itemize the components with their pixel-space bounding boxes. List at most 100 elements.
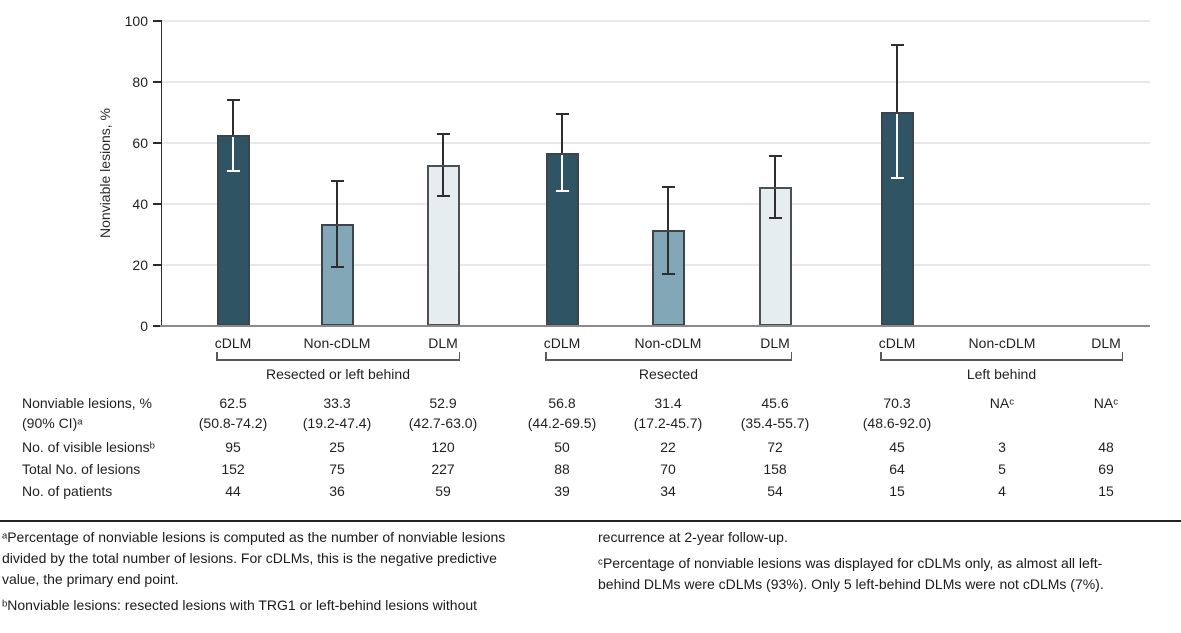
table-cell: 5 [998, 461, 1006, 477]
y-axis-line [160, 21, 162, 326]
footnote: recurrence at 2-year follow-up. [598, 529, 788, 545]
footnotes-left-column: ᵃPercentage of nonviable lesions is comp… [2, 527, 522, 621]
group-label: Left behind [966, 366, 1037, 382]
error-whisker-upper [896, 45, 898, 112]
table-cell: 34 [660, 483, 676, 499]
group-bracket-tick [216, 352, 218, 360]
x-axis-line [160, 325, 1150, 327]
footnote: ᶜPercentage of nonviable lesions was dis… [598, 555, 1104, 592]
error-cap-top [226, 98, 240, 101]
category-label: Non-cDLM [303, 335, 371, 351]
table-cell: 3 [998, 439, 1006, 455]
group-bracket [545, 359, 792, 361]
error-whisker-upper [561, 114, 563, 153]
error-cap-bottom [555, 190, 569, 193]
category-label: cDLM [878, 335, 916, 351]
error-whisker-lower [896, 113, 898, 178]
table-cell: 120 [431, 439, 455, 455]
table-cell: 56.8 (44.2-69.5) [527, 395, 597, 431]
group-bracket-tick [458, 352, 460, 360]
table-cell: NAᶜ [989, 395, 1015, 411]
error-cap-bottom [330, 266, 344, 269]
error-whisker-upper [774, 156, 776, 187]
table-cell: 95 [225, 439, 241, 455]
y-axis-tick [153, 142, 162, 144]
error-cap-top [890, 44, 904, 47]
category-label: DLM [428, 335, 458, 351]
y-axis-label: Nonviable lesions, % [97, 108, 113, 238]
error-cap-top [768, 155, 782, 158]
error-cap-bottom [436, 194, 450, 197]
table-cell: 64 [889, 461, 905, 477]
error-cap-top [330, 180, 344, 183]
table-cell: 52.9 (42.7-63.0) [408, 395, 478, 431]
table-cell: 22 [660, 439, 676, 455]
table-cell: 59 [435, 483, 451, 499]
gridline [162, 81, 1150, 83]
error-whisker-lower [232, 137, 234, 172]
error-cap-bottom [661, 272, 675, 275]
error-whisker-lower [774, 188, 776, 219]
category-label: DLM [1091, 335, 1121, 351]
table-cell: 69 [1098, 461, 1114, 477]
error-cap-top [555, 113, 569, 116]
table-cell: 15 [889, 483, 905, 499]
y-tick-label: 0 [140, 318, 148, 334]
category-label: Non-cDLM [968, 335, 1036, 351]
table-cell: 15 [1098, 483, 1114, 499]
group-bracket-tick [545, 352, 547, 360]
table-cell: 70.3 (48.6-92.0) [862, 395, 932, 431]
table-cell: 4 [998, 483, 1006, 499]
table-row-label: Total No. of lesions [22, 461, 141, 477]
group-bracket [216, 359, 460, 361]
table-cell: 45 [889, 439, 905, 455]
table-cell: 25 [329, 439, 345, 455]
table-cell: 227 [431, 461, 455, 477]
y-axis-tick [153, 264, 162, 266]
table-cell: 70 [660, 461, 676, 477]
table-row-label: No. of visible lesionsᵇ [22, 439, 155, 455]
error-whisker-upper [667, 186, 669, 231]
table-cell: 75 [329, 461, 345, 477]
table-cell: 33.3 (19.2-47.4) [302, 395, 372, 431]
group-bracket-tick [880, 352, 882, 360]
y-tick-label: 40 [132, 196, 148, 212]
gridline [162, 203, 1150, 205]
footnote: ᵇNonviable lesions: resected lesions wit… [2, 597, 478, 613]
error-whisker-upper [232, 99, 234, 136]
table-cell: 88 [554, 461, 570, 477]
y-tick-label: 100 [124, 13, 148, 29]
error-whisker-lower [561, 154, 563, 192]
category-label: cDLM [543, 335, 581, 351]
table-cell: 152 [221, 461, 245, 477]
table-row-label: Nonviable lesions, % (90% CI)ᵃ [22, 395, 152, 431]
table-row-label: No. of patients [22, 483, 113, 499]
category-label: cDLM [214, 335, 252, 351]
error-whisker-lower [442, 166, 444, 196]
category-label: Non-cDLM [634, 335, 702, 351]
group-bracket [880, 359, 1123, 361]
error-cap-bottom [226, 170, 240, 173]
table-cell: 54 [767, 483, 783, 499]
group-label: Resected [638, 366, 699, 382]
error-whisker-lower [336, 226, 338, 268]
footnotes-right-column: recurrence at 2-year follow-up. ᶜPercenta… [598, 527, 1143, 600]
table-cell: 62.5 (50.8-74.2) [198, 395, 268, 431]
gridline [162, 20, 1150, 22]
footnote: ᵃPercentage of nonviable lesions is comp… [2, 529, 506, 587]
table-cell: 39 [554, 483, 570, 499]
table-cell: 158 [763, 461, 787, 477]
y-tick-label: 80 [132, 74, 148, 90]
error-cap-top [661, 185, 675, 188]
y-axis-tick [153, 81, 162, 83]
y-axis-tick [153, 325, 162, 327]
error-cap-bottom [890, 176, 904, 179]
table-cell: 44 [225, 483, 241, 499]
table-cell: 45.6 (35.4-55.7) [740, 395, 810, 431]
error-whisker-upper [336, 181, 338, 225]
error-cap-top [436, 132, 450, 135]
table-cell: 72 [767, 439, 783, 455]
error-whisker-upper [442, 133, 444, 165]
gridline [162, 142, 1150, 144]
